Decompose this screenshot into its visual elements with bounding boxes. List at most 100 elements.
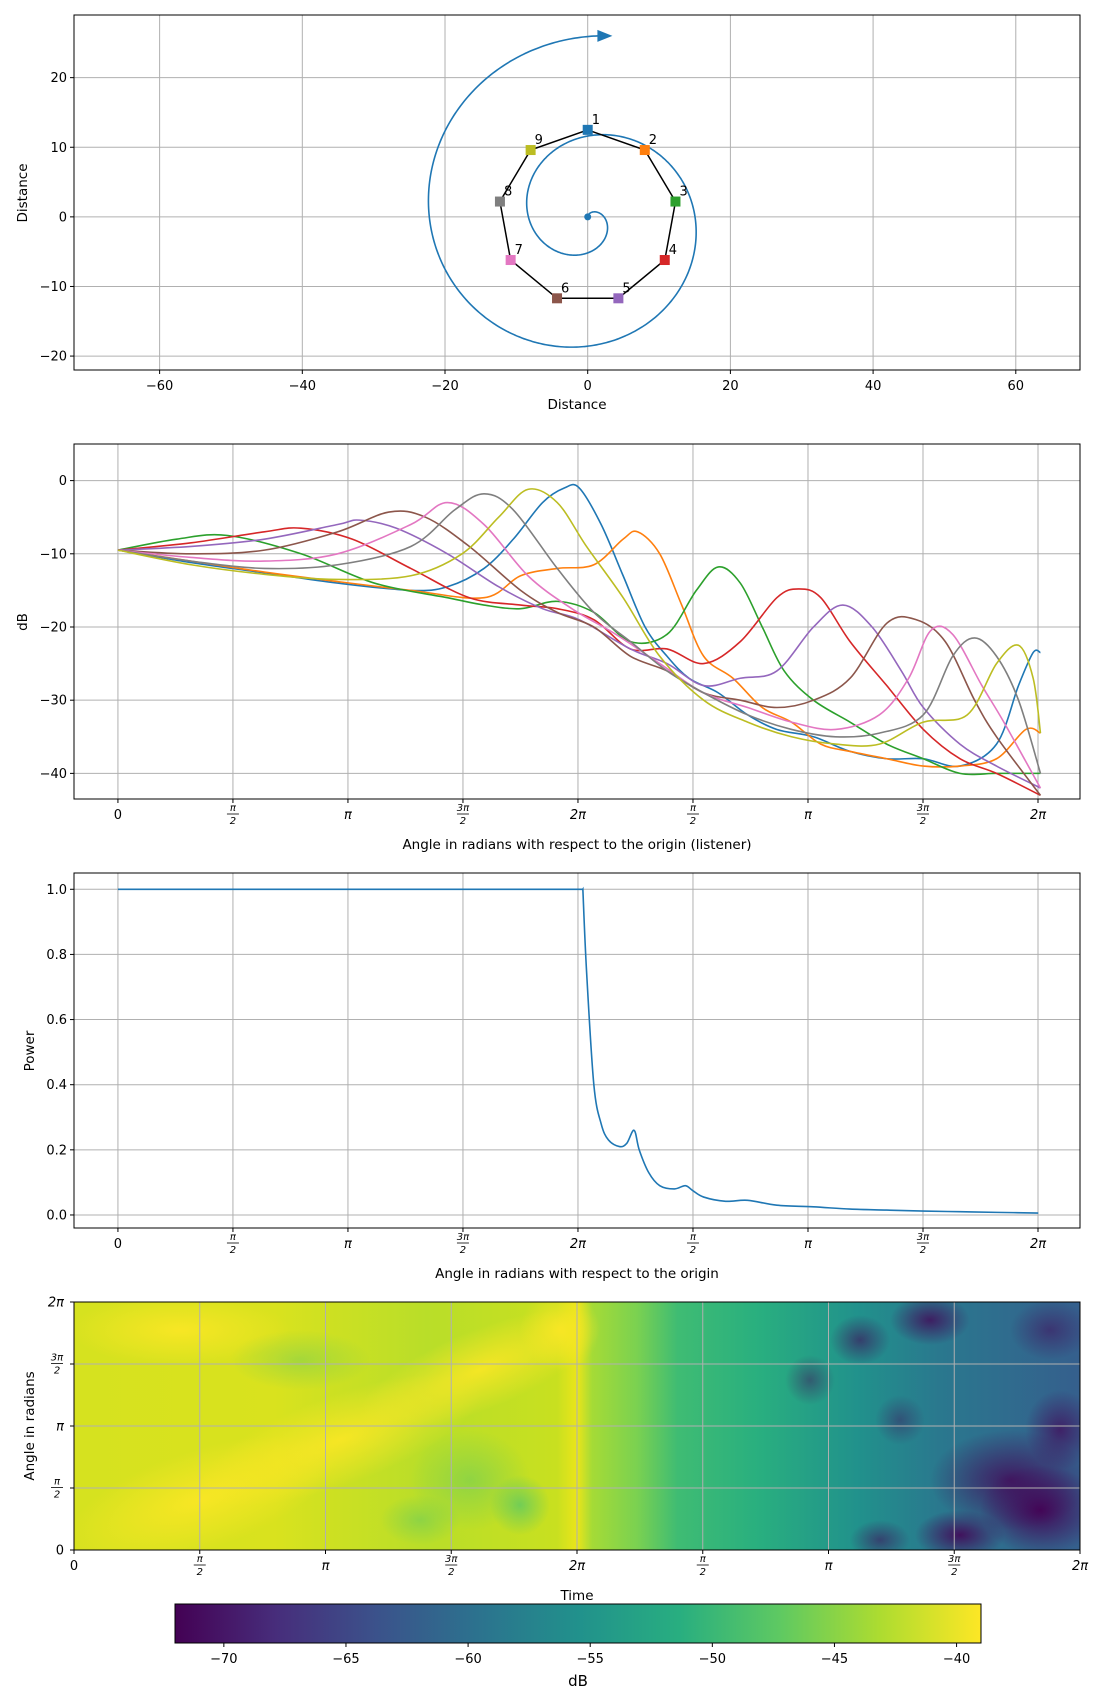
p3-xtick-label: π bbox=[344, 1237, 352, 1252]
speaker-9-label: 9 bbox=[535, 133, 543, 148]
p2-xtick-label-den: 2 bbox=[690, 816, 696, 827]
speaker-7-label: 7 bbox=[515, 243, 523, 258]
p4-xtick-label: π2 bbox=[696, 1554, 709, 1578]
p3-xtick-label-num: 3π bbox=[917, 1232, 930, 1243]
p2-xtick-label-num: 3π bbox=[457, 803, 470, 814]
p2-xtick-label-num: π bbox=[690, 803, 697, 814]
p3-xtick-label: 3π2 bbox=[917, 1232, 930, 1256]
db-series-2 bbox=[117, 530, 1041, 768]
power-series-1 bbox=[117, 887, 1039, 1214]
speaker-6-label: 6 bbox=[561, 281, 569, 296]
p4-ytick-label: π2 bbox=[51, 1477, 63, 1501]
p2-ticks: 0 π2 π 3π2 2π π2 π 3π2 2π0−10−20−30−40 bbox=[40, 474, 1047, 827]
colorbar bbox=[174, 1603, 982, 1644]
p1-xtick-label: 20 bbox=[722, 379, 739, 394]
p4-xtick-label: π2 bbox=[193, 1554, 206, 1578]
p3-xtick-label-den: 2 bbox=[230, 1245, 236, 1256]
db-series-5 bbox=[117, 519, 1041, 789]
p1-xlabel: Distance bbox=[547, 397, 606, 413]
p2-frame bbox=[73, 443, 1081, 800]
heatmap-image bbox=[74, 1302, 1080, 1550]
p3-grid bbox=[74, 873, 1080, 1228]
p4-xtick-label: 2π bbox=[569, 1559, 585, 1574]
p3-ytick-label: 0.6 bbox=[46, 1013, 67, 1028]
colorbar-tick-label: −50 bbox=[699, 1652, 726, 1667]
speaker-9-marker bbox=[525, 145, 536, 156]
p1-xtick-label: −20 bbox=[431, 379, 458, 394]
p3-xtick-label-den: 2 bbox=[460, 1245, 466, 1256]
speaker-5-marker bbox=[613, 293, 624, 304]
listener-marker bbox=[584, 213, 592, 221]
colorbar-tick-label: −55 bbox=[576, 1652, 603, 1667]
p4-xtick-label: 0 bbox=[70, 1559, 78, 1574]
speaker-6-marker bbox=[552, 293, 563, 304]
speaker-2-marker bbox=[639, 145, 650, 156]
speaker-3-label: 3 bbox=[679, 185, 687, 200]
p2-xtick-label-den: 2 bbox=[230, 816, 236, 827]
p4-ytick-label-den: 2 bbox=[54, 1366, 60, 1377]
p4-xtick-label-den: 2 bbox=[951, 1567, 957, 1578]
p3-xtick-label: π2 bbox=[686, 1232, 699, 1256]
p1-ticks: −60 −40 −20 0 20 40 60 −20 −10 0 10 20 bbox=[40, 71, 1024, 394]
speaker-2-label: 2 bbox=[649, 133, 657, 148]
p1-ytick-label: −20 bbox=[40, 350, 67, 365]
p3-ylabel: Power bbox=[22, 1030, 38, 1071]
p3-xtick-label: 3π2 bbox=[457, 1232, 470, 1256]
panel-db-lines: 0 π2 π 3π2 2π π2 π 3π2 2π0−10−20−30−40 Angle in … bbox=[15, 443, 1081, 853]
db-series-8 bbox=[117, 492, 1042, 774]
speaker-3-marker bbox=[670, 196, 681, 207]
p2-xtick-label: 0 bbox=[114, 808, 122, 823]
p1-xtick-label: −60 bbox=[146, 379, 173, 394]
p1-grid bbox=[74, 15, 1080, 370]
p3-ytick-label: 0.2 bbox=[46, 1143, 67, 1158]
p4-xtick-label-den: 2 bbox=[448, 1567, 454, 1578]
db-series-1 bbox=[117, 483, 1041, 768]
p2-ytick-label: 0 bbox=[59, 474, 67, 489]
p3-xtick-label: 2π bbox=[1030, 1237, 1046, 1252]
p3-ytick-label: 1.0 bbox=[46, 883, 67, 898]
p4-xtick-label-num: π bbox=[197, 1554, 204, 1565]
p2-xtick-label: 3π2 bbox=[917, 803, 930, 827]
p2-ylabel: dB bbox=[15, 613, 31, 631]
p2-series bbox=[117, 483, 1042, 797]
p3-xtick-label-den: 2 bbox=[920, 1245, 926, 1256]
p4-xlabel: Time bbox=[559, 1588, 593, 1604]
p4-xtick-label-num: 3π bbox=[948, 1554, 961, 1565]
p3-xtick-label-den: 2 bbox=[690, 1245, 696, 1256]
p3-series bbox=[117, 887, 1039, 1214]
db-series-4 bbox=[117, 527, 1041, 797]
p4-ytick-label-den: 2 bbox=[54, 1490, 60, 1501]
p1-ytick-label: 10 bbox=[50, 141, 67, 156]
p1-ylabel: Distance bbox=[15, 163, 31, 222]
p3-xtick-label: 2π bbox=[570, 1237, 586, 1252]
p2-xtick-label: π bbox=[804, 808, 812, 823]
p3-ytick-label: 0.0 bbox=[46, 1208, 67, 1223]
p4-xtick-label-num: 3π bbox=[445, 1554, 458, 1565]
colorbar-tick-label: −60 bbox=[454, 1652, 481, 1667]
p3-xlabel: Angle in radians with respect to the ori… bbox=[435, 1266, 719, 1282]
p3-xtick-label: π2 bbox=[226, 1232, 239, 1256]
p1-xtick-label: 60 bbox=[1008, 379, 1025, 394]
p4-ytick-label: 0 bbox=[56, 1544, 64, 1559]
speaker-7-marker bbox=[505, 255, 516, 266]
speaker-1-marker bbox=[582, 124, 593, 135]
p4-xtick-label: π bbox=[825, 1559, 833, 1574]
db-series-3 bbox=[117, 533, 1041, 776]
p4-xtick-label-den: 2 bbox=[197, 1567, 203, 1578]
colorbar-label: dB bbox=[568, 1672, 588, 1690]
p4-ytick-label-num: 3π bbox=[51, 1353, 64, 1364]
p3-ytick-label: 0.4 bbox=[46, 1078, 67, 1093]
speaker-8-label: 8 bbox=[504, 185, 512, 200]
p2-xtick-label-den: 2 bbox=[460, 816, 466, 827]
speaker-5-label: 5 bbox=[622, 281, 630, 296]
spiral-trajectory bbox=[427, 35, 697, 348]
colorbar-tick-label: −65 bbox=[332, 1652, 359, 1667]
colorbar-ticks: −70 −65 −60 −55 −50 −45 −40 bbox=[210, 1643, 970, 1667]
p1-xtick-label: 0 bbox=[584, 379, 592, 394]
p4-xtick-label: π bbox=[322, 1559, 330, 1574]
p2-xtick-label: 3π2 bbox=[457, 803, 470, 827]
p3-ticks: 0 π2 π 3π2 2π π2 π 3π2 2π0.00.20.40.60.81.0 bbox=[46, 883, 1046, 1256]
db-series-9 bbox=[117, 488, 1042, 747]
p3-xtick-label-num: 3π bbox=[457, 1232, 470, 1243]
